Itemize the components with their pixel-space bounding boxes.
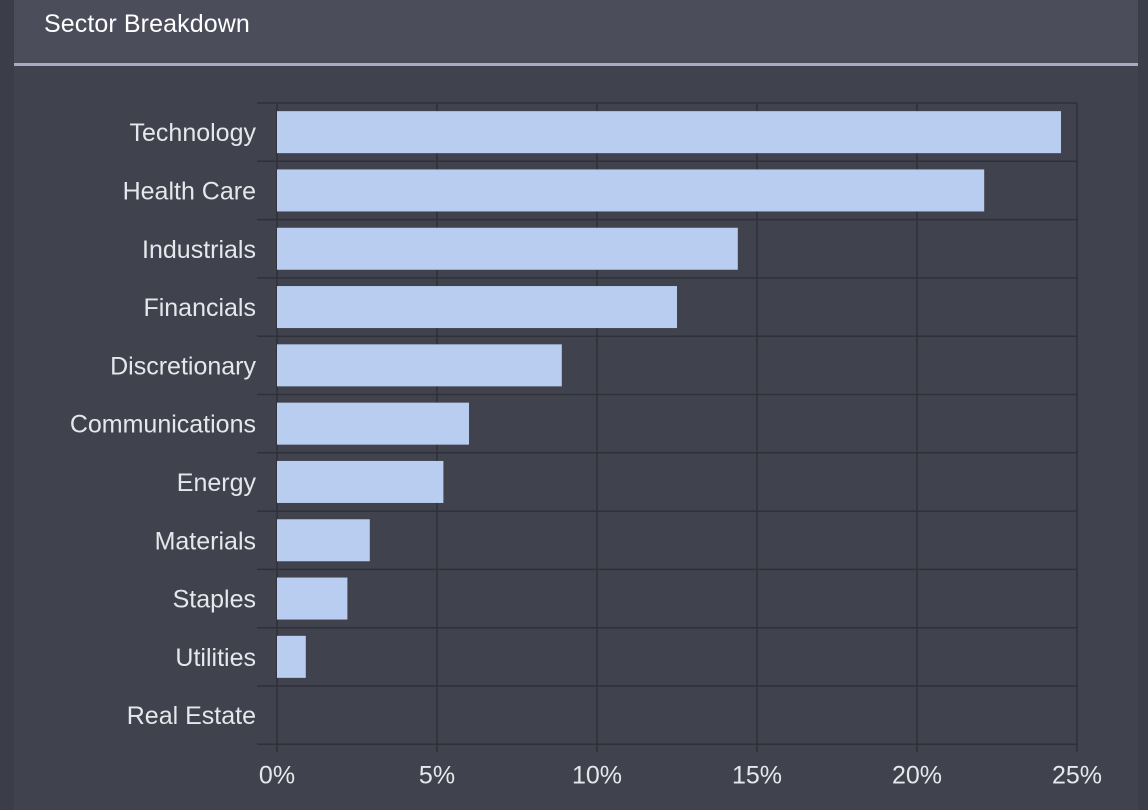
x-tick-label: 15%: [732, 761, 782, 789]
bar-discretionary: [277, 344, 562, 387]
category-label: Financials: [143, 294, 256, 322]
panel-title: Sector Breakdown: [44, 10, 250, 38]
bars: [277, 111, 1061, 678]
bar-technology: [277, 111, 1061, 154]
bar-financials: [277, 286, 677, 329]
x-tick-label: 25%: [1052, 761, 1102, 789]
x-tick-label: 5%: [419, 761, 455, 789]
category-label: Utilities: [175, 644, 256, 672]
category-label: Materials: [155, 527, 256, 555]
x-tick-label: 20%: [892, 761, 942, 789]
panel-header: Sector Breakdown: [14, 0, 1138, 66]
bar-materials: [277, 519, 370, 562]
category-label: Real Estate: [127, 702, 256, 730]
category-label: Communications: [70, 411, 256, 439]
category-label: Energy: [177, 469, 257, 497]
bar-energy: [277, 460, 444, 503]
x-tick-label: 10%: [572, 761, 622, 789]
category-label: Discretionary: [110, 352, 256, 380]
bar-industrials: [277, 227, 738, 270]
x-tick-labels: 0% 5% 10% 15% 20% 25%: [259, 761, 1102, 789]
x-tick-label: 0%: [259, 761, 295, 789]
bar-staples: [277, 577, 348, 620]
category-label: Staples: [173, 586, 256, 614]
bar-communications: [277, 402, 469, 445]
bar-utilities: [277, 635, 306, 678]
category-labels: Technology Health Care Industrials Financia…: [70, 119, 257, 730]
bar-health-care: [277, 169, 985, 212]
category-label: Industrials: [142, 236, 256, 264]
category-label: Health Care: [123, 177, 256, 205]
category-label: Technology: [130, 119, 257, 147]
